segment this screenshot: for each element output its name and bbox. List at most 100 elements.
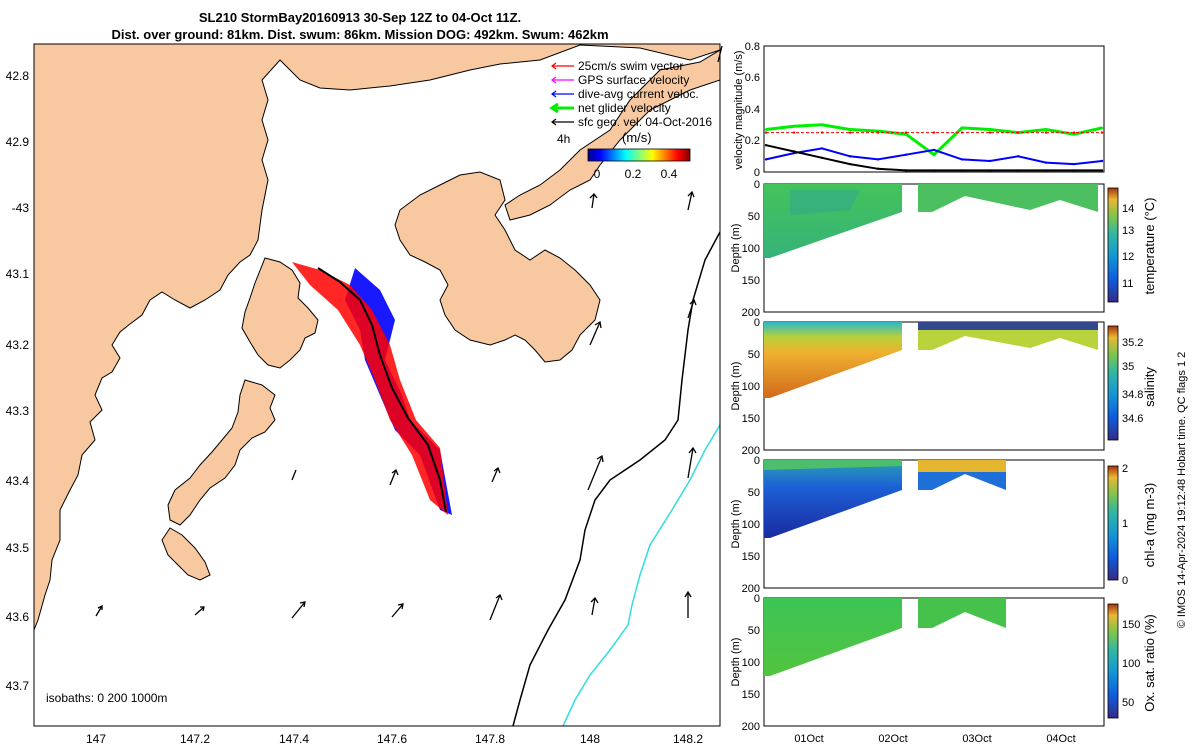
y-tick-label: 150 xyxy=(742,689,760,701)
temperature-y-axis: 0 50 100 150 200 xyxy=(742,179,760,319)
temperature-colorbar-ticks: 11 12 13 14 xyxy=(1122,203,1134,290)
sfc-velocity-arrow xyxy=(95,604,103,617)
velocity-data-point xyxy=(1100,131,1104,134)
colorbar-tick: 13 xyxy=(1122,225,1134,237)
sfc-velocity-arrow xyxy=(590,596,599,616)
colorbar-tick: 34.6 xyxy=(1122,413,1143,425)
legend-item-gps-velocity: GPS surface velocity xyxy=(551,73,689,87)
velocity-data-point xyxy=(1044,128,1048,131)
y-tick-label: 200 xyxy=(742,307,760,319)
velocity-data-point xyxy=(1100,169,1104,172)
velocity-data-point xyxy=(988,131,992,134)
sfc-velocity-arrow xyxy=(389,468,399,486)
sfc-velocity-arrow xyxy=(291,469,297,481)
sfc-velocity-arrow xyxy=(491,466,501,483)
lat-tick-label: 43.3 xyxy=(6,404,30,418)
velocity-y-label: velocity magnitude (m/s) xyxy=(733,50,745,169)
velocity-data-point xyxy=(960,126,964,130)
velocity-data-point xyxy=(1016,131,1020,134)
colorbar-tick: 50 xyxy=(1122,697,1134,709)
legend-item-sfc-geo-velocity: sfc geo. vel. 04-Oct-2016 xyxy=(551,115,712,129)
y-tick-label: 100 xyxy=(742,381,760,393)
bruny-island xyxy=(167,379,276,526)
map-panel: 42.8 42.9 -43 43.1 43.2 43.3 43.4 43.5 4… xyxy=(6,43,723,746)
velocity-y-axis: 0 0.2 0.4 0.6 0.8 xyxy=(745,41,760,179)
sfc-velocity-arrow xyxy=(489,593,503,621)
lon-tick-label: 148.2 xyxy=(673,732,703,746)
isobath-200m xyxy=(512,231,721,727)
y-tick-label: 200 xyxy=(742,583,760,595)
y-tick-label: 0.4 xyxy=(745,104,760,116)
y-tick-label: 0.8 xyxy=(745,41,760,53)
sfc-velocity-arrow xyxy=(684,590,692,618)
velocity-series xyxy=(764,123,1104,172)
velocity-data-point xyxy=(932,148,936,152)
isobaths-label: isobaths: 0 200 1000m xyxy=(46,691,167,705)
velocity-data-point xyxy=(960,169,964,172)
sfc-velocity-arrow xyxy=(589,320,602,346)
time-step-label: 4h xyxy=(557,132,570,146)
colorbar-tick: 150 xyxy=(1122,619,1140,631)
velocity-data-point xyxy=(876,131,880,134)
depth-axis-label: Depth (m) xyxy=(730,638,742,687)
colorbar-tick: 0.4 xyxy=(661,167,678,181)
chla-surface-bloom xyxy=(918,460,1006,472)
velocity-data-point xyxy=(960,131,964,134)
velocity-data-point xyxy=(792,125,796,128)
y-tick-label: 0 xyxy=(754,455,760,467)
land-masses xyxy=(34,44,720,631)
lon-tick-label: 147.4 xyxy=(279,732,309,746)
y-tick-label: 50 xyxy=(748,349,760,361)
temperature-panel: 0 50 100 150 200 Depth (m) 11 12 13 14 t… xyxy=(730,179,1157,319)
glider-path-line xyxy=(317,267,447,513)
time-tick-label: 03Oct xyxy=(962,733,991,745)
lon-tick-label: 147 xyxy=(86,732,106,746)
oxygen-colorbar-ticks: 50 100 150 xyxy=(1122,619,1140,709)
time-axis: 01Oct 02Oct 03Oct 04Oct xyxy=(794,733,1075,745)
map-legend: 25cm/s swim vector GPS surface velocity … xyxy=(549,59,712,181)
legend-item-dive-avg-current: dive-avg current veloc. xyxy=(551,87,699,101)
north-east-peninsula xyxy=(504,44,720,221)
velocity-data-point xyxy=(1044,131,1048,134)
velocity-data-point xyxy=(1072,131,1076,134)
lat-tick-label: 42.8 xyxy=(6,69,30,83)
time-tick-label: 02Oct xyxy=(878,733,907,745)
lon-tick-label: 148 xyxy=(580,732,600,746)
colorbar-tick: 0 xyxy=(1122,575,1128,587)
sfc-velocity-arrow xyxy=(391,603,404,618)
y-tick-label: 50 xyxy=(748,211,760,223)
lon-tick-label: 147.8 xyxy=(475,732,505,746)
velocity-data-point xyxy=(848,162,852,166)
colorbar-tick: 100 xyxy=(1122,658,1140,670)
legend-label: dive-avg current veloc. xyxy=(578,87,699,101)
colorbar-tick: 0.2 xyxy=(625,167,642,181)
sfc-velocity-arrow xyxy=(587,454,604,491)
depth-axis-label: Depth (m) xyxy=(730,500,742,549)
velocity-data-point xyxy=(932,131,936,134)
chla-section-data xyxy=(764,460,902,538)
oxygen-y-axis: 0 50 100 150 200 xyxy=(742,593,760,733)
velocity-data-point xyxy=(764,158,768,161)
y-tick-label: 0 xyxy=(754,167,760,179)
legend-item-swim-vector: 25cm/s swim vector xyxy=(551,59,683,73)
legend-label: sfc geo. vel. 04-Oct-2016 xyxy=(578,115,712,129)
velocity-panel: 0 0.2 0.4 0.6 0.8 velocity magnitude (m/… xyxy=(733,41,1105,179)
salinity-colorbar xyxy=(1107,325,1119,441)
oxygen-colorbar xyxy=(1107,603,1119,719)
salinity-section-data xyxy=(764,322,902,398)
lat-tick-label: 43.5 xyxy=(6,541,30,555)
salinity-colorbar-label: salinity xyxy=(1142,367,1157,407)
lat-tick-label: 43.2 xyxy=(6,338,30,352)
temperature-colorbar xyxy=(1107,187,1119,303)
salinity-panel: 0 50 100 150 200 Depth (m) 34.6 34.8 35 … xyxy=(730,317,1157,457)
chla-y-axis: 0 50 100 150 200 xyxy=(742,455,760,595)
velocity-data-point xyxy=(1016,169,1020,172)
velocity-data-point xyxy=(820,123,824,127)
velocity-data-point xyxy=(1072,162,1076,166)
swim-vector-band xyxy=(292,262,448,515)
y-tick-label: 100 xyxy=(742,657,760,669)
chla-colorbar-label: chl-a (mg m-3) xyxy=(1142,483,1157,568)
velocity-data-point xyxy=(932,153,936,156)
velocity-data-point xyxy=(764,128,768,131)
temperature-section-data xyxy=(918,184,1098,212)
